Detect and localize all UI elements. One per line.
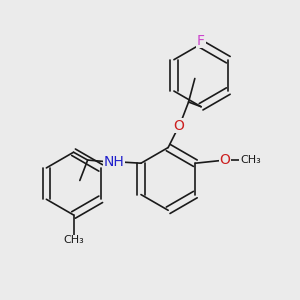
Text: NH: NH xyxy=(104,154,125,169)
Text: CH₃: CH₃ xyxy=(240,155,261,165)
Text: F: F xyxy=(197,34,205,48)
Text: O: O xyxy=(220,153,231,167)
Text: CH₃: CH₃ xyxy=(63,235,84,245)
Text: O: O xyxy=(174,118,184,133)
